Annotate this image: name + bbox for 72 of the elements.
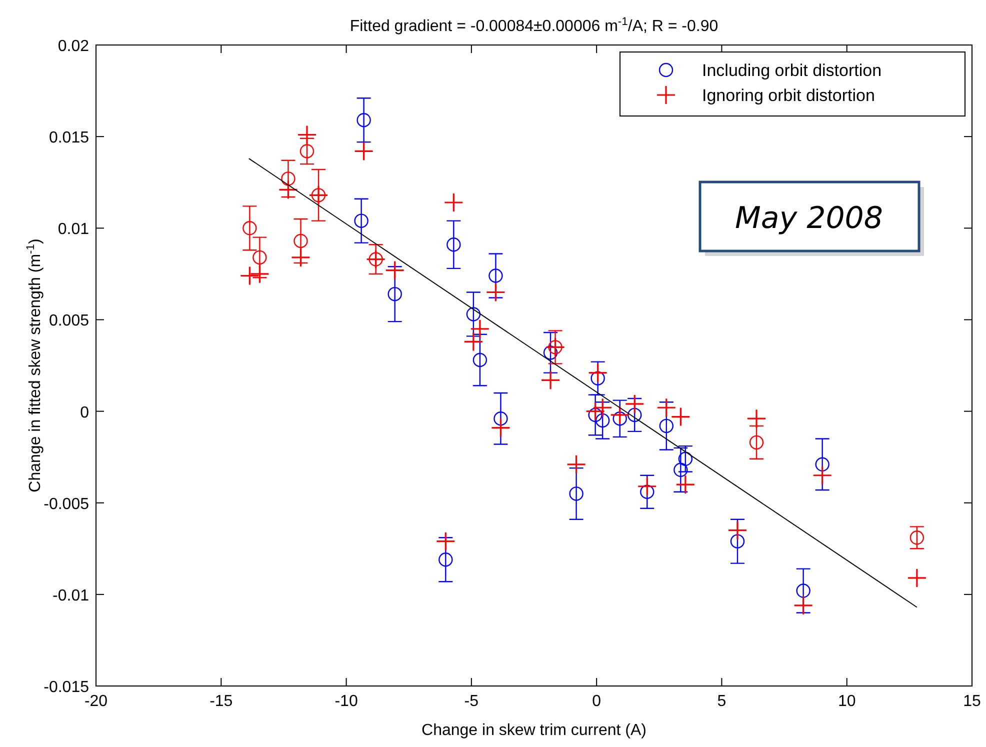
point [354,214,368,228]
point [436,532,456,552]
point [444,192,464,212]
x-tick-label: -10 [334,693,358,710]
point [566,454,586,474]
point [278,180,298,200]
point [385,260,405,280]
point [472,352,488,368]
y-tick-label: 0 [80,404,90,422]
point [470,319,490,339]
point [637,476,657,496]
point [592,398,612,418]
point [815,457,830,472]
point [488,268,503,283]
point [464,332,484,352]
annotation: May 2008 [735,201,883,236]
point [569,486,584,501]
point [730,534,745,548]
point [624,394,644,414]
x-tick-label: -15 [210,693,233,710]
point [466,307,481,322]
point [490,418,511,438]
x-tick-label: -20 [84,693,108,710]
y-tick-label: 0.005 [48,312,90,330]
x-tick-label: 5 [717,693,726,710]
point [670,406,690,427]
point [356,112,371,128]
point [438,552,453,567]
point [250,264,270,284]
point [588,363,608,383]
chart-title: Fitted gradient = -0.00084±0.00006 m$^{-1}$/A; R = -0.90 [350,16,718,35]
point [388,286,402,302]
x-tick-label: -5 [464,693,479,710]
point [494,412,508,426]
x-tick-label: 15 [963,693,981,710]
point [812,466,832,486]
x-tick-label: 0 [592,693,602,710]
point [354,141,374,162]
legend-label: Including orbit distortion [702,61,882,80]
point [728,520,748,540]
y-tick-label: 0.02 [58,38,90,55]
point [590,371,605,386]
y-tick-label: -0.015 [44,679,90,696]
point [290,248,311,268]
point [907,568,927,588]
point [446,238,461,252]
point [586,401,606,422]
y-tick-label: -0.005 [44,496,90,513]
point [794,596,814,616]
point [240,266,260,286]
point [612,412,627,426]
point [674,462,688,477]
point [588,408,602,422]
y-tick-label: 0.015 [48,130,90,147]
point [595,413,610,428]
point [796,584,810,598]
x-axis-title: Change in skew trim current (A) [422,722,646,739]
point [656,398,676,418]
y-tick-label: -0.01 [52,587,90,604]
point [543,346,558,360]
x-tick-label: 10 [838,693,856,710]
point [659,418,674,434]
point [540,370,560,390]
point [486,282,506,302]
legend-label: Ignoring orbit distortion [702,86,875,105]
point [676,474,696,494]
point [640,484,654,499]
point [678,452,693,466]
point [297,124,317,145]
point [610,405,630,425]
point [628,408,642,422]
y-tick-label: 0.01 [58,221,90,238]
